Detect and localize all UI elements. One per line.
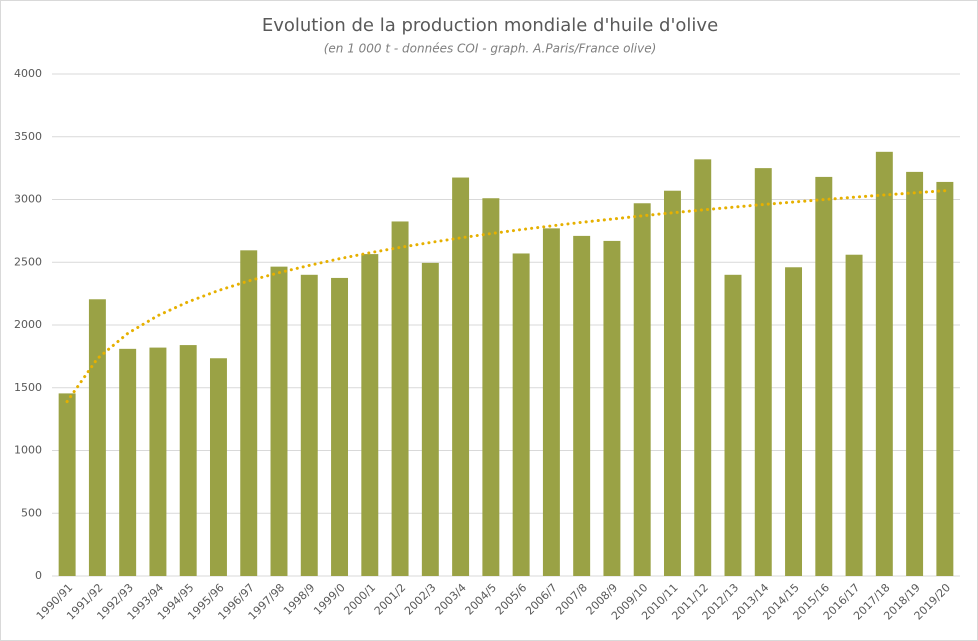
chart-title: Evolution de la production mondiale d'hu…	[262, 15, 718, 36]
y-tick-label: 0	[35, 569, 42, 582]
y-tick-label: 1500	[14, 381, 42, 394]
bar	[421, 262, 439, 576]
bar	[209, 358, 227, 576]
bar	[815, 176, 833, 576]
bar	[179, 345, 197, 576]
y-tick-label: 2500	[14, 255, 42, 268]
bar	[906, 171, 924, 576]
chart-subtitle: (en 1 000 t - données COI - graph. A.Par…	[324, 42, 657, 56]
bar	[119, 348, 137, 576]
bar	[603, 240, 621, 577]
y-tick-label: 2000	[14, 318, 42, 331]
y-tick-label: 500	[21, 506, 42, 519]
bar	[149, 347, 167, 576]
y-tick-label: 3500	[14, 130, 42, 143]
bar	[754, 168, 772, 576]
bar	[573, 235, 591, 576]
bar	[694, 159, 712, 576]
bar	[663, 190, 681, 576]
bar	[88, 299, 106, 576]
y-tick-label: 4000	[14, 67, 42, 80]
bar	[633, 203, 651, 576]
bar	[331, 277, 349, 576]
bar	[482, 198, 500, 576]
bar	[724, 274, 742, 576]
bar	[512, 253, 530, 576]
trendline	[65, 189, 947, 404]
bar	[875, 151, 893, 576]
bar	[936, 181, 954, 576]
bar	[452, 177, 470, 576]
bar	[785, 267, 803, 576]
bar	[58, 393, 76, 576]
bar	[391, 221, 409, 576]
bar	[240, 250, 258, 576]
bar	[542, 228, 560, 577]
bar	[270, 266, 288, 576]
y-tick-label: 3000	[14, 193, 42, 206]
bar	[845, 254, 863, 576]
bar	[300, 274, 318, 576]
bar	[361, 254, 379, 576]
y-tick-label: 1000	[14, 444, 42, 457]
